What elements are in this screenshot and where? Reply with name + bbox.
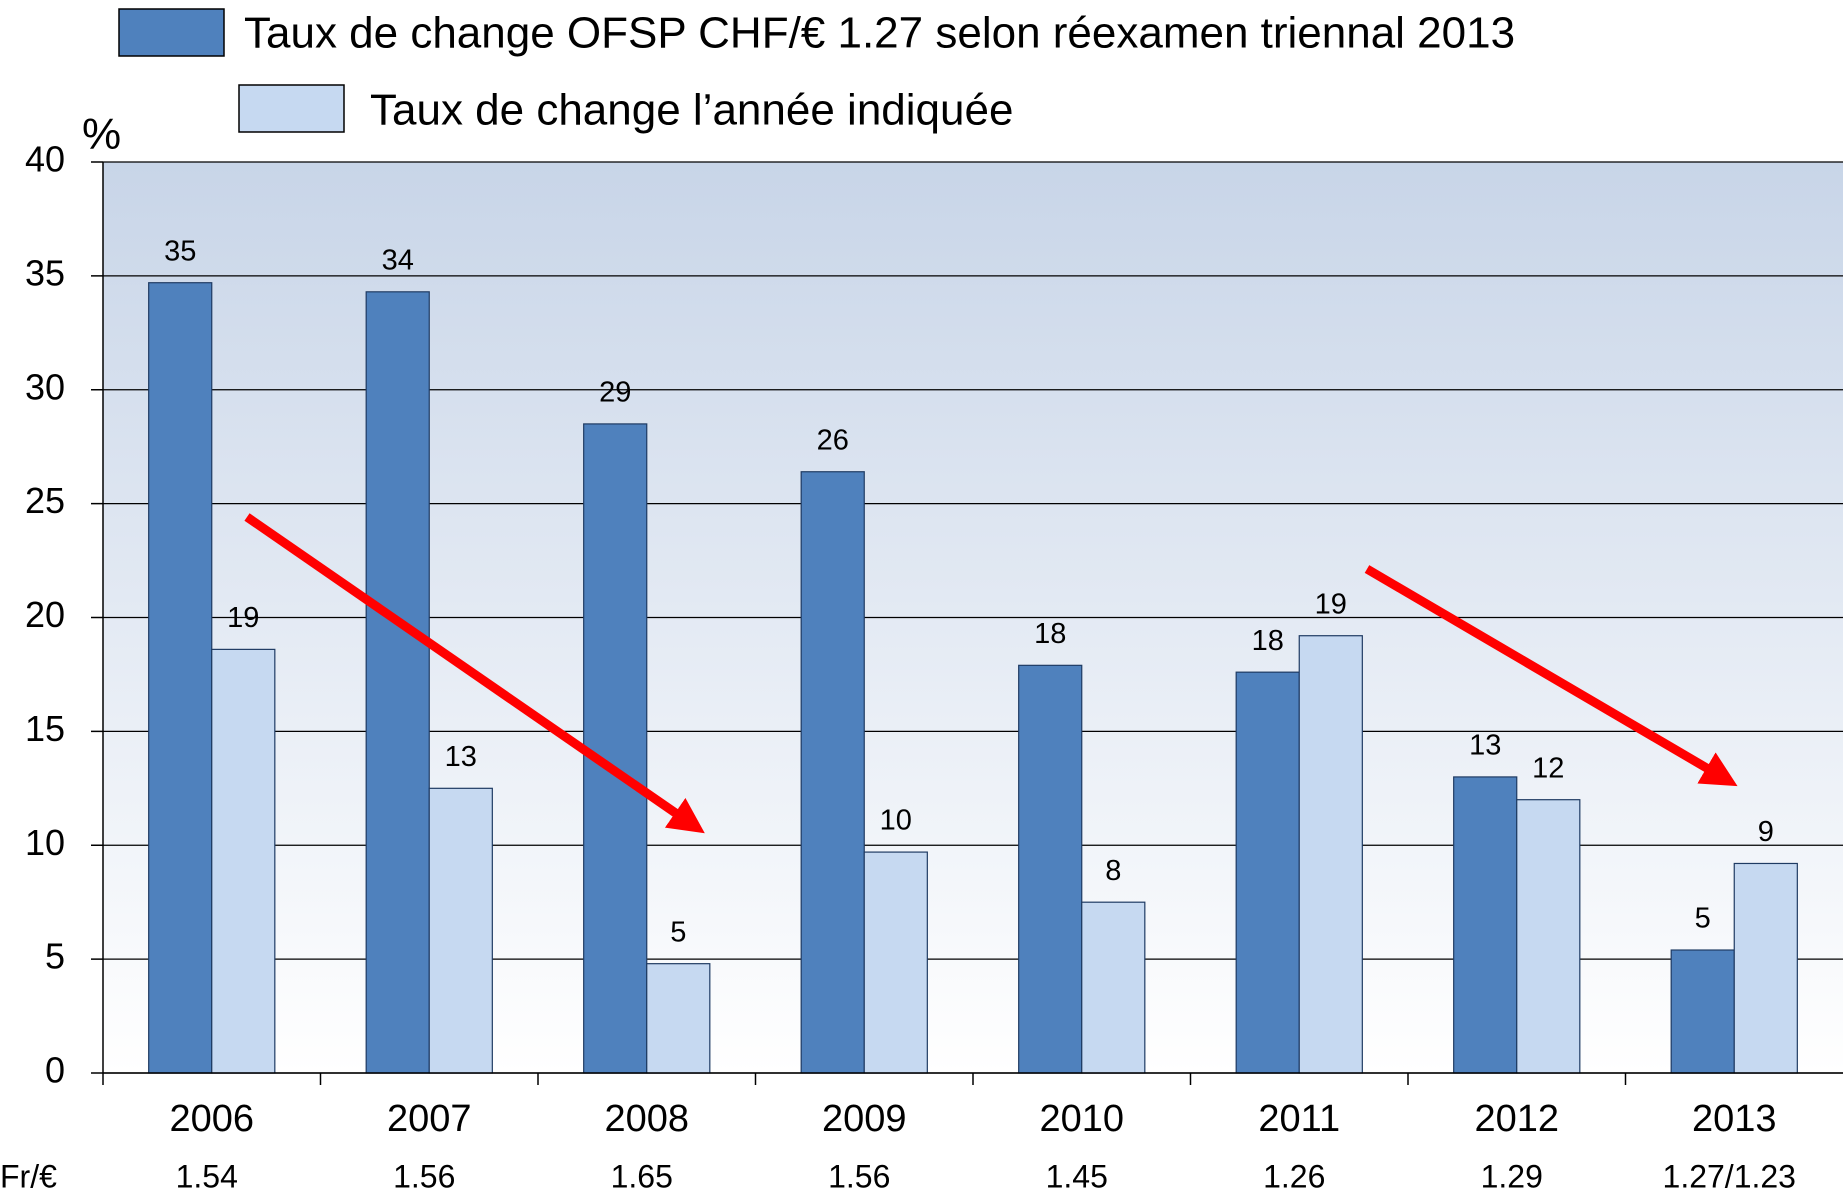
rate-label: Fr/€ xyxy=(0,1158,57,1194)
rate-value: 1.29 xyxy=(1481,1158,1543,1194)
legend-label: Taux de change OFSP CHF/€ 1.27 selon rée… xyxy=(244,9,1515,58)
bar xyxy=(1453,776,1518,1074)
value-label: 9 xyxy=(1758,816,1774,848)
bar xyxy=(1235,671,1300,1074)
value-label: 5 xyxy=(1695,903,1711,935)
x-tick-label: 2010 xyxy=(1039,1098,1124,1140)
bar xyxy=(863,851,928,1074)
rate-value: 1.27/1.23 xyxy=(1663,1158,1796,1194)
y-tick-label: 5 xyxy=(45,936,65,977)
value-label: 8 xyxy=(1105,855,1121,887)
y-tick-label: 30 xyxy=(25,366,65,407)
bar xyxy=(428,787,493,1074)
bar xyxy=(1298,635,1363,1074)
x-tick-label: 2009 xyxy=(822,1098,907,1140)
bar xyxy=(583,423,648,1074)
rate-value: 1.54 xyxy=(176,1158,238,1194)
value-label: 19 xyxy=(1315,588,1347,620)
bar xyxy=(1516,799,1581,1074)
bar xyxy=(365,291,430,1074)
x-tick-label: 2011 xyxy=(1258,1098,1340,1140)
bar xyxy=(1670,949,1735,1074)
rate-value: 1.56 xyxy=(828,1158,890,1194)
value-label: 18 xyxy=(1252,625,1284,657)
value-label: 35 xyxy=(164,235,196,267)
rate-value: 1.56 xyxy=(393,1158,455,1194)
bar xyxy=(1018,664,1083,1074)
y-tick-label: 40 xyxy=(25,139,65,180)
value-label: 10 xyxy=(880,805,912,837)
bar xyxy=(211,648,276,1074)
value-label: 13 xyxy=(1469,730,1501,762)
trend-arrow xyxy=(1364,565,1738,787)
legend-swatch xyxy=(238,84,345,133)
bar xyxy=(646,963,711,1074)
value-label: 29 xyxy=(599,377,631,409)
rate-value: 1.26 xyxy=(1263,1158,1325,1194)
value-label: 26 xyxy=(817,424,849,456)
bar xyxy=(148,282,213,1074)
value-label: 12 xyxy=(1532,752,1564,784)
trend-arrow xyxy=(244,513,705,834)
y-tick-label: 10 xyxy=(25,822,65,863)
y-tick-label: 15 xyxy=(25,708,65,749)
rate-value: 1.45 xyxy=(1046,1158,1108,1194)
x-tick-label: 2012 xyxy=(1474,1098,1559,1140)
y-tick-label: 25 xyxy=(25,480,65,521)
value-label: 19 xyxy=(227,602,259,634)
y-tick-label: 20 xyxy=(25,594,65,635)
legend-swatch xyxy=(118,8,225,57)
y-tick-label: 35 xyxy=(25,252,65,293)
x-tick-label: 2007 xyxy=(387,1098,472,1140)
x-tick-label: 2013 xyxy=(1692,1098,1777,1140)
value-label: 34 xyxy=(382,244,414,276)
value-label: 18 xyxy=(1034,618,1066,650)
y-axis-label: % xyxy=(82,110,121,159)
value-label: 5 xyxy=(670,916,686,948)
x-tick-label: 2008 xyxy=(604,1098,689,1140)
value-label: 13 xyxy=(445,741,477,773)
bar xyxy=(1733,862,1798,1074)
legend-label: Taux de change l’année indiquée xyxy=(370,86,1013,135)
bar xyxy=(1081,901,1146,1074)
x-tick-label: 2006 xyxy=(169,1098,254,1140)
bar xyxy=(800,471,865,1074)
y-tick-label: 0 xyxy=(45,1050,65,1091)
rate-value: 1.65 xyxy=(611,1158,673,1194)
